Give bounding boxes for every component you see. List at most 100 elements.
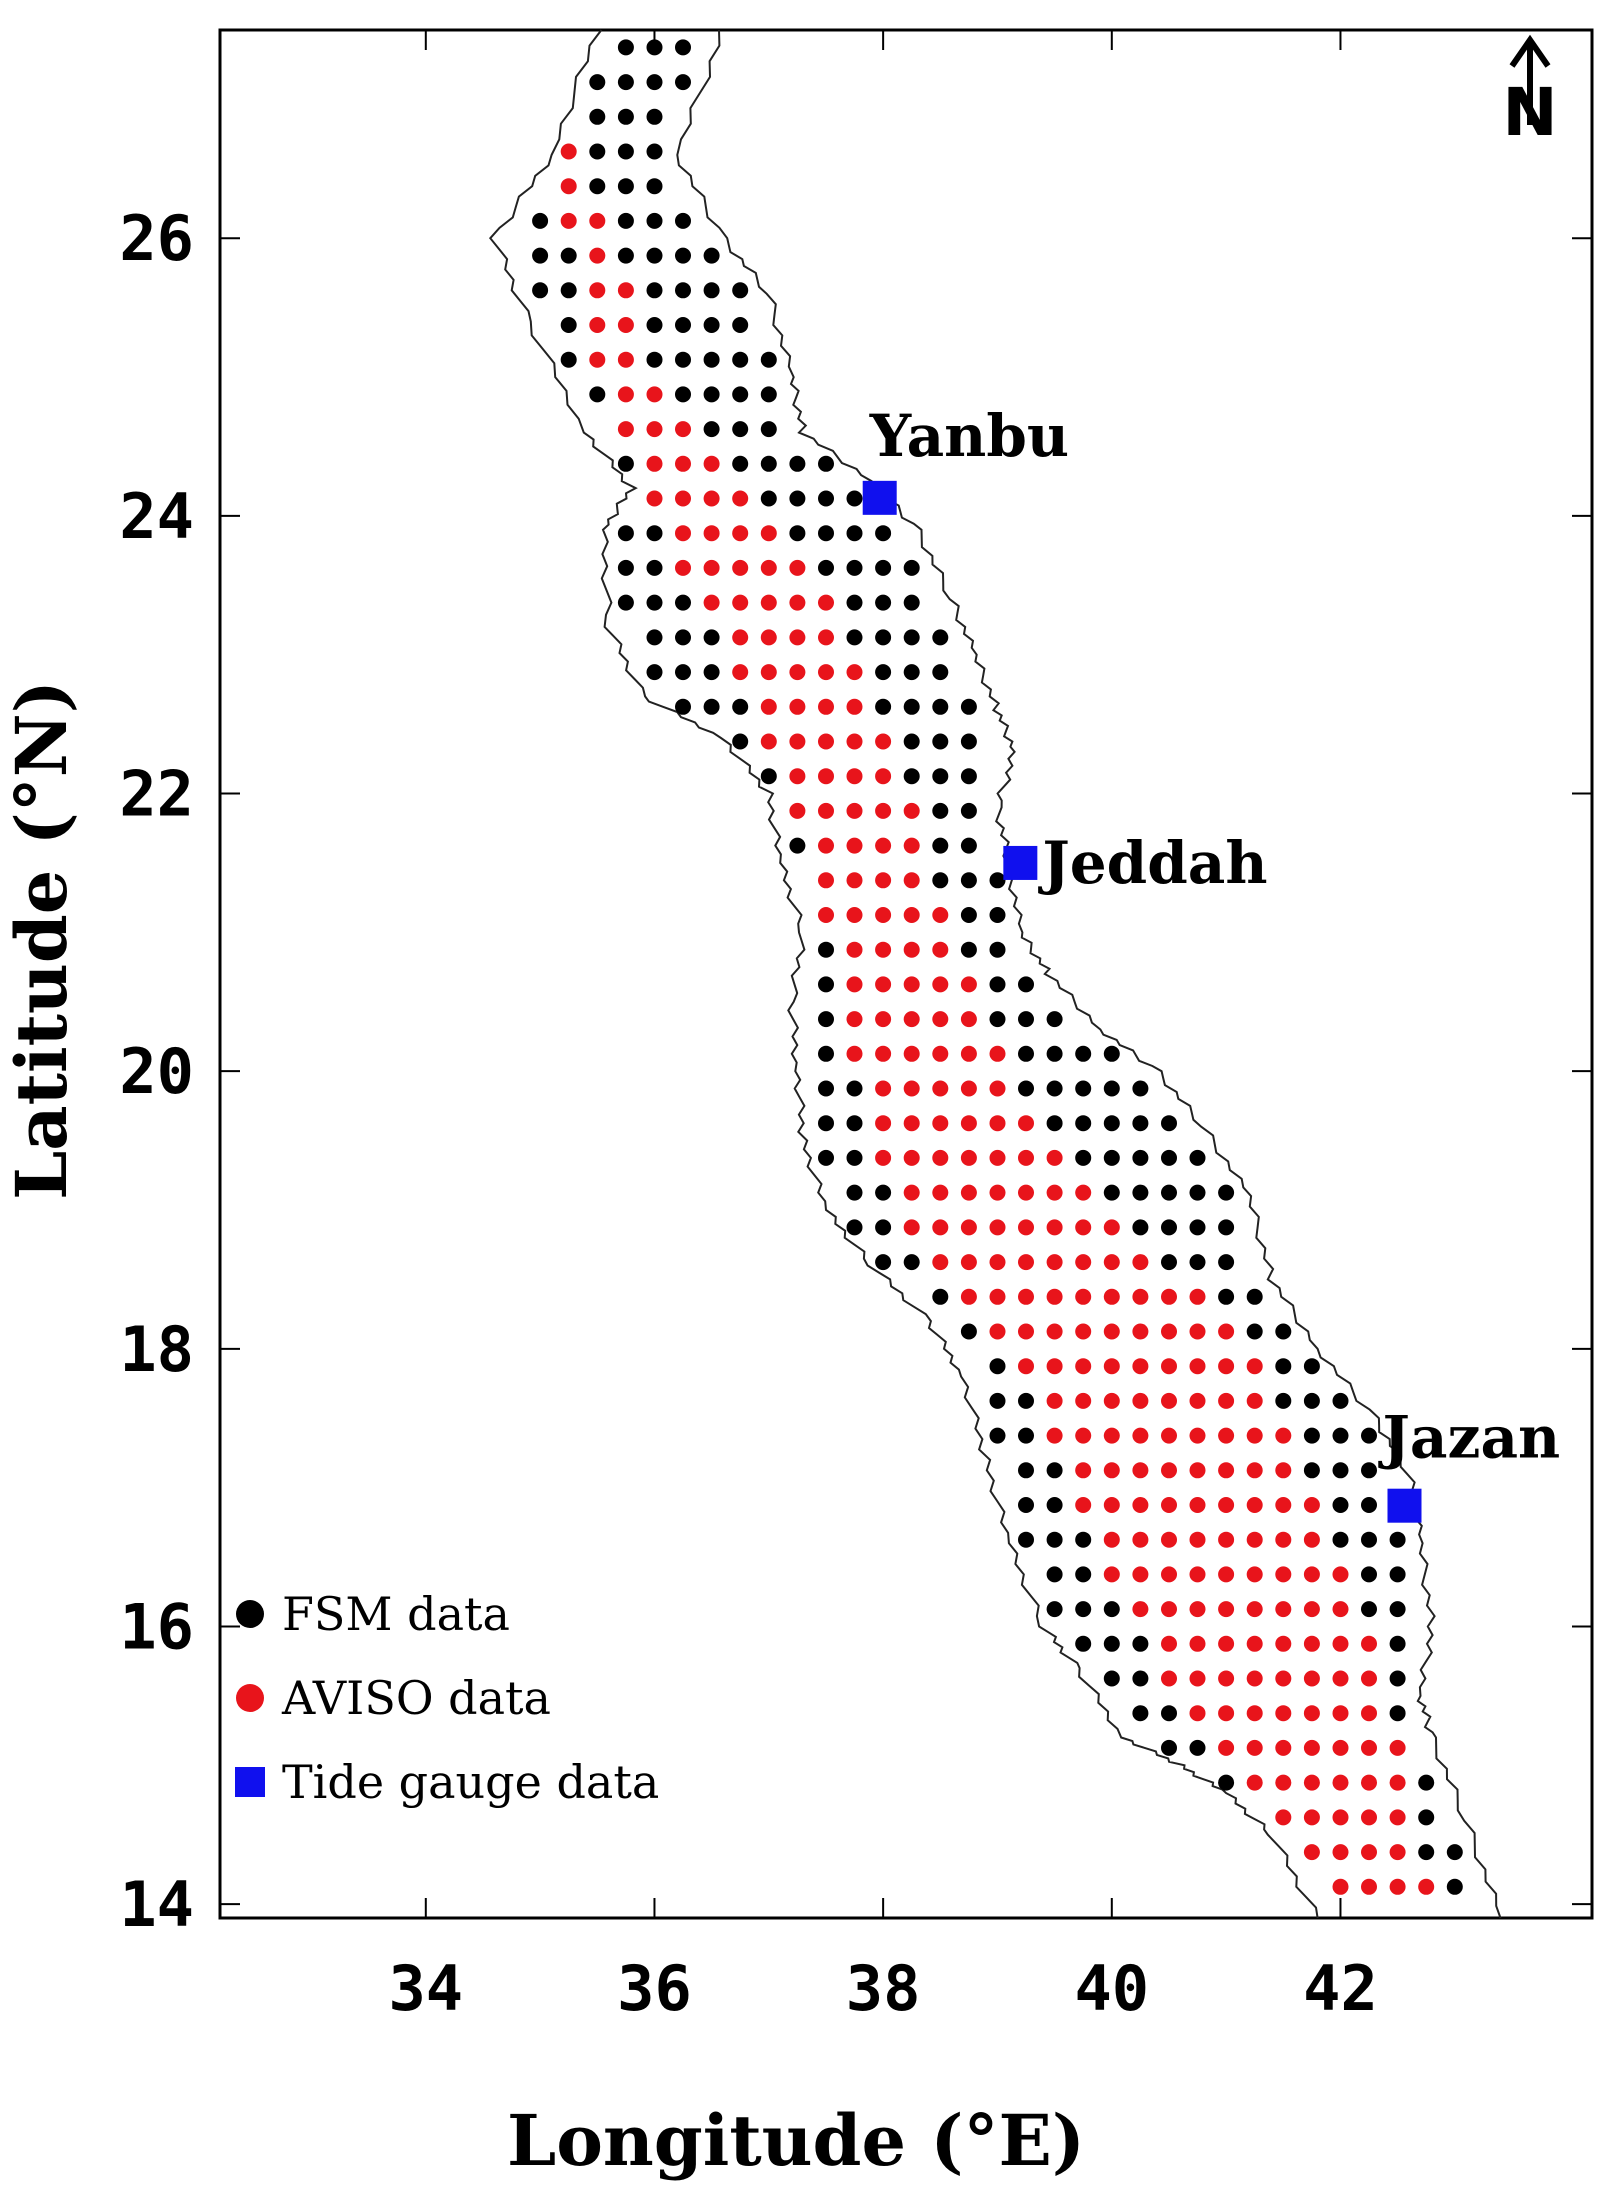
- fsm-point: [932, 629, 949, 646]
- fsm-point: [703, 247, 720, 264]
- aviso-point: [1303, 1705, 1320, 1722]
- fsm-point: [875, 525, 892, 542]
- fsm-point: [1046, 1011, 1063, 1028]
- fsm-point: [675, 664, 691, 681]
- fsm-point: [1218, 1254, 1235, 1271]
- aviso-point: [1075, 1219, 1092, 1236]
- aviso-point: [1218, 1670, 1235, 1687]
- fsm-point: [875, 664, 892, 681]
- aviso-point: [1303, 1601, 1320, 1618]
- fsm-point: [1046, 1601, 1063, 1618]
- aviso-point: [1018, 1288, 1034, 1305]
- aviso-point: [903, 941, 920, 958]
- fsm-point: [646, 143, 663, 160]
- aviso-point: [989, 1080, 1006, 1097]
- aviso-point: [1018, 1149, 1034, 1166]
- aviso-point: [846, 664, 863, 681]
- aviso-point: [932, 1011, 949, 1028]
- fsm-point: [1303, 1392, 1320, 1409]
- aviso-point: [1418, 1878, 1435, 1895]
- fsm-point: [818, 1115, 834, 1132]
- aviso-point: [875, 872, 892, 889]
- aviso-point: [1361, 1635, 1377, 1652]
- fsm-point: [589, 178, 606, 195]
- aviso-point: [989, 1149, 1006, 1166]
- fsm-point: [903, 594, 920, 611]
- fsm-point: [1018, 1497, 1034, 1513]
- aviso-point: [1189, 1392, 1206, 1409]
- fsm-point: [1132, 1149, 1149, 1166]
- fsm-point: [1161, 1739, 1177, 1756]
- aviso-point: [932, 1184, 949, 1201]
- fsm-point: [989, 1427, 1006, 1444]
- fsm-point: [589, 386, 606, 403]
- aviso-point: [1246, 1462, 1263, 1479]
- aviso-point: [1046, 1184, 1063, 1201]
- fsm-point: [1075, 1566, 1092, 1583]
- aviso-point: [989, 1288, 1006, 1305]
- aviso-point: [1246, 1705, 1263, 1722]
- y-tick-label: 20: [119, 1035, 194, 1108]
- fsm-point: [818, 455, 834, 472]
- fsm-point: [1018, 1427, 1034, 1444]
- aviso-point: [1189, 1531, 1206, 1548]
- fsm-point: [1075, 1045, 1092, 1062]
- fsm-point: [989, 872, 1006, 889]
- aviso-point: [1189, 1462, 1206, 1479]
- aviso-point: [1303, 1566, 1320, 1583]
- aviso-point: [675, 455, 691, 472]
- aviso-point: [760, 664, 777, 681]
- fsm-point: [675, 39, 691, 56]
- aviso-point: [1275, 1566, 1292, 1583]
- aviso-point: [1275, 1774, 1292, 1791]
- fsm-point: [732, 282, 749, 299]
- aviso-point: [560, 178, 577, 195]
- aviso-point: [1275, 1427, 1292, 1444]
- fsm-point: [646, 74, 663, 91]
- fsm-point: [875, 629, 892, 646]
- aviso-point: [732, 664, 749, 681]
- aviso-point: [875, 1011, 892, 1028]
- aviso-point: [560, 212, 577, 229]
- aviso-point: [989, 1323, 1006, 1340]
- aviso-point: [903, 1080, 920, 1097]
- aviso-point: [1361, 1670, 1377, 1687]
- aviso-point: [818, 629, 834, 646]
- fsm-point: [1361, 1497, 1377, 1513]
- aviso-point: [818, 733, 834, 750]
- aviso-point: [818, 907, 834, 923]
- fsm-point: [1218, 1184, 1235, 1201]
- fsm-point: [732, 455, 749, 472]
- fsm-point: [1303, 1462, 1320, 1479]
- fsm-point: [875, 559, 892, 576]
- fsm-point: [818, 490, 834, 507]
- fsm-point: [1161, 1254, 1177, 1271]
- aviso-point: [960, 1080, 977, 1097]
- fsm-point: [903, 1254, 920, 1271]
- label-jazan: Jazan: [1377, 1404, 1560, 1472]
- aviso-point: [1046, 1149, 1063, 1166]
- aviso-point: [1218, 1323, 1235, 1340]
- fsm-point: [1303, 1358, 1320, 1375]
- fsm-point: [932, 1288, 949, 1305]
- aviso-point: [1161, 1497, 1177, 1513]
- fsm-point: [1018, 1392, 1034, 1409]
- aviso-point: [617, 317, 634, 333]
- fsm-point: [675, 386, 691, 403]
- fsm-point: [646, 525, 663, 542]
- aviso-point: [1389, 1739, 1406, 1756]
- fsm-point: [1275, 1323, 1292, 1340]
- fsm-point: [732, 351, 749, 368]
- fsm-point: [617, 212, 634, 229]
- fsm-point: [1046, 1462, 1063, 1479]
- aviso-point: [1332, 1878, 1349, 1895]
- aviso-point: [903, 976, 920, 993]
- aviso-point: [675, 490, 691, 507]
- fsm-point: [646, 212, 663, 229]
- aviso-point: [932, 976, 949, 993]
- aviso-point: [1075, 1358, 1092, 1375]
- legend-symbol-fsm: [236, 1600, 264, 1628]
- fsm-point: [875, 1254, 892, 1271]
- fsm-point: [646, 629, 663, 646]
- aviso-point: [617, 351, 634, 368]
